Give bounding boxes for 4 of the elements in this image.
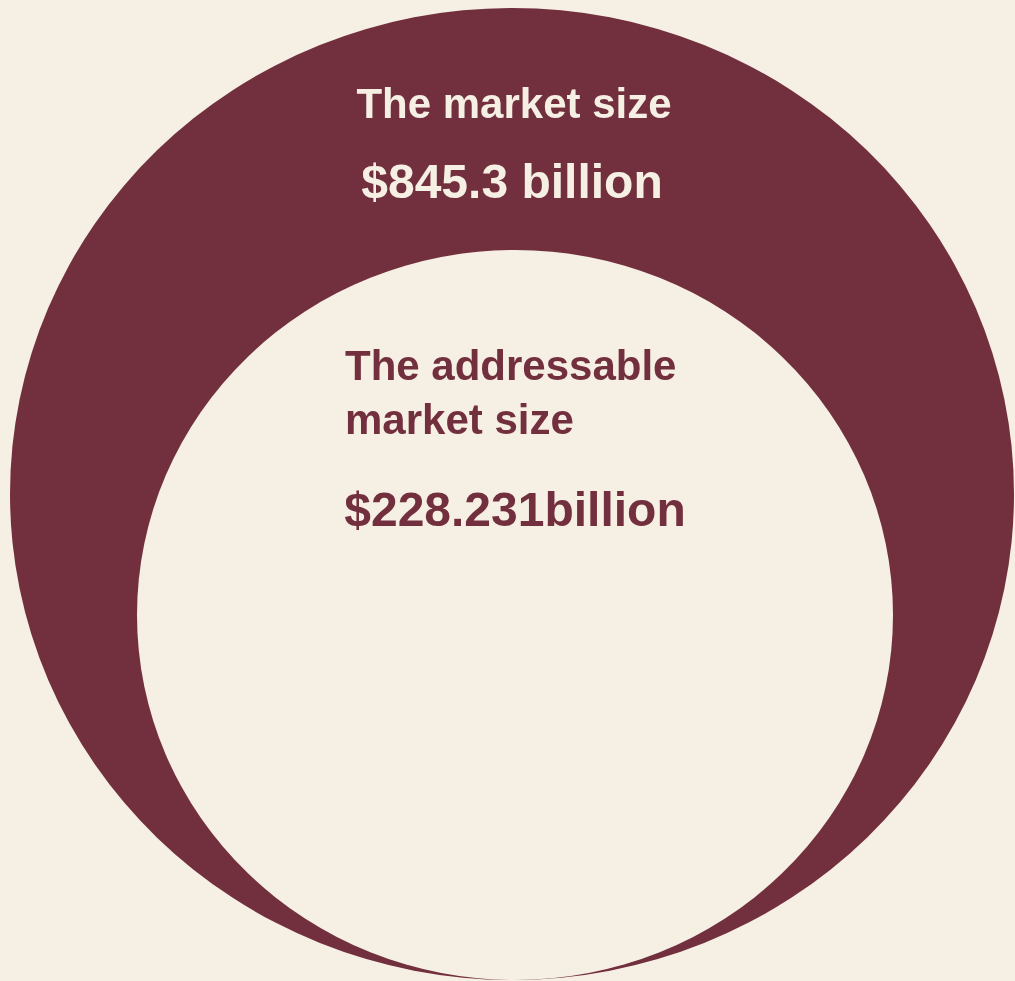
data-label: $228.231billion: [344, 483, 686, 536]
data-label: $845.3 billion: [361, 155, 663, 208]
category-label: The addressable market size: [345, 342, 677, 443]
category-label: The market size: [356, 80, 672, 127]
